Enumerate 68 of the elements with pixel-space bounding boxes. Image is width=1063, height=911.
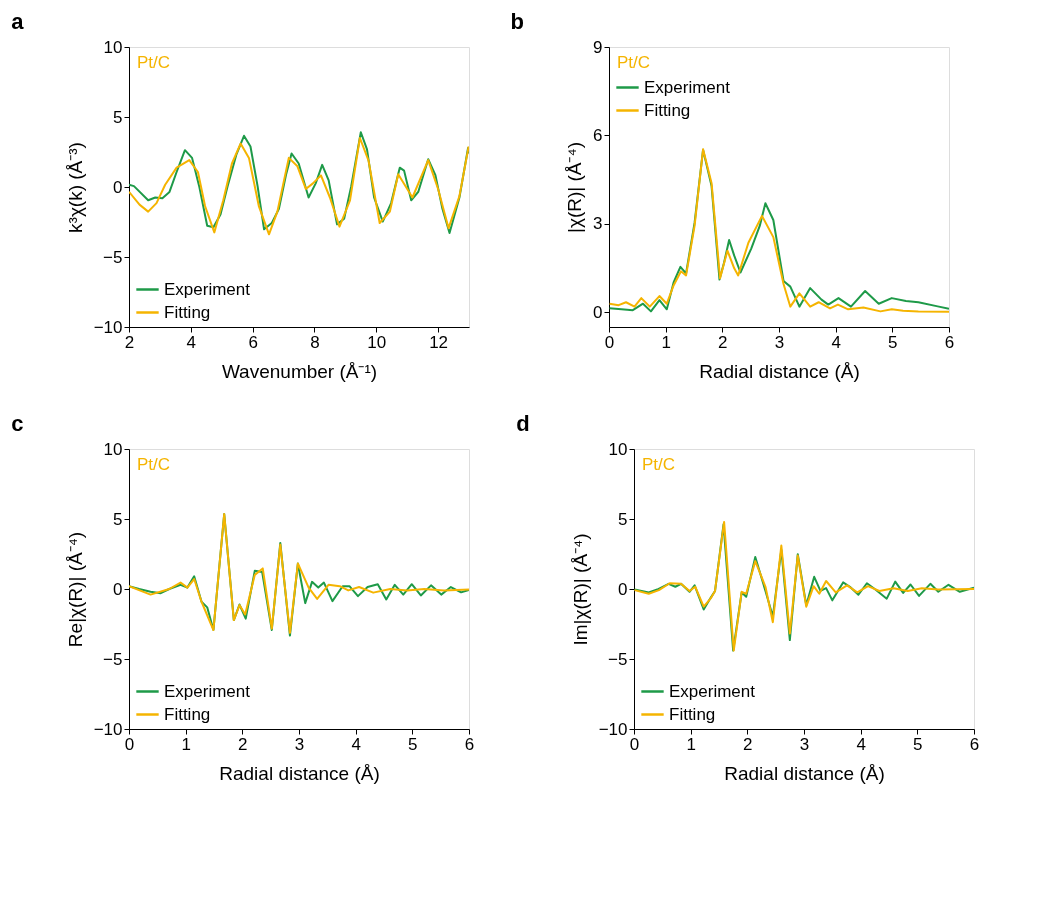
legend-label: Fitting xyxy=(669,704,716,724)
y-tick-label: −10 xyxy=(93,317,123,337)
x-tick-label: 4 xyxy=(856,734,866,754)
y-tick-label: 0 xyxy=(113,579,123,599)
x-tick-label: 3 xyxy=(799,734,810,754)
chart-title: d xyxy=(516,411,530,436)
x-axis-title: Radial distance (Å) xyxy=(219,762,380,784)
x-axis-title: Wavenumber (Å⁻¹) xyxy=(221,360,378,382)
y-tick-label: −10 xyxy=(93,719,123,739)
y-axis-title: k³χ(k) (Å⁻³) xyxy=(64,142,86,233)
annotation: Pt/C xyxy=(137,53,171,72)
y-tick-label: −5 xyxy=(103,247,123,267)
x-tick-label: 6 xyxy=(248,332,258,352)
x-tick-label: 2 xyxy=(718,332,728,352)
x-tick-label: 10 xyxy=(367,332,387,352)
annotation: Pt/C xyxy=(617,53,651,72)
x-tick-label: 2 xyxy=(124,332,135,352)
annotation: Pt/C xyxy=(642,455,676,474)
x-tick-label: 8 xyxy=(310,332,320,352)
chart-title: a xyxy=(11,9,25,34)
x-axis-title: Radial distance (Å) xyxy=(724,762,885,784)
legend-label: Experiment xyxy=(164,681,251,701)
y-tick-label: −5 xyxy=(103,649,123,669)
x-tick-label: 5 xyxy=(913,734,923,754)
x-tick-label: 1 xyxy=(661,332,671,352)
y-tick-label: 0 xyxy=(593,302,603,322)
y-tick-label: 0 xyxy=(618,579,628,599)
y-axis-title: Im|χ(R)| (Å⁻⁴) xyxy=(569,533,591,646)
x-tick-label: 2 xyxy=(743,734,753,754)
y-tick-label: 9 xyxy=(593,37,603,57)
y-tick-label: 10 xyxy=(103,439,123,459)
y-tick-label: −5 xyxy=(608,649,628,669)
x-tick-label: 4 xyxy=(186,332,197,352)
y-tick-label: 5 xyxy=(113,107,123,127)
x-tick-label: 5 xyxy=(888,332,898,352)
x-tick-label: 2 xyxy=(238,734,248,754)
x-tick-label: 4 xyxy=(351,734,361,754)
x-tick-label: 3 xyxy=(294,734,305,754)
x-axis-title: Radial distance (Å) xyxy=(699,360,860,382)
y-tick-label: 5 xyxy=(113,509,123,529)
y-tick-label: 3 xyxy=(593,214,603,234)
line-series xyxy=(609,148,949,313)
chart-title: b xyxy=(510,9,524,34)
y-axis-title: Re|χ(R)| (Å⁻⁴) xyxy=(64,531,86,648)
legend-label: Fitting xyxy=(644,100,691,120)
x-tick-label: 1 xyxy=(686,734,696,754)
y-tick-label: 10 xyxy=(103,37,123,57)
y-tick-label: −10 xyxy=(598,719,628,739)
legend-label: Experiment xyxy=(644,77,731,97)
legend-label: Fitting xyxy=(164,704,211,724)
x-tick-label: 4 xyxy=(831,332,841,352)
x-tick-label: 6 xyxy=(464,734,475,754)
x-tick-label: 12 xyxy=(429,332,449,352)
legend-label: Experiment xyxy=(669,681,756,701)
x-tick-label: 6 xyxy=(969,734,980,754)
x-tick-label: 5 xyxy=(408,734,418,754)
y-axis-title: |χ(R)| (Å⁻⁴) xyxy=(564,142,586,233)
x-tick-label: 3 xyxy=(774,332,785,352)
y-tick-label: 6 xyxy=(593,125,603,145)
y-tick-label: 0 xyxy=(113,177,123,197)
legend-label: Experiment xyxy=(164,279,251,299)
y-tick-label: 10 xyxy=(608,439,628,459)
chart-title: c xyxy=(11,411,24,436)
x-tick-label: 6 xyxy=(944,332,955,352)
annotation: Pt/C xyxy=(137,455,171,474)
y-tick-label: 5 xyxy=(618,509,628,529)
x-tick-label: 1 xyxy=(181,734,191,754)
legend-label: Fitting xyxy=(164,302,211,322)
